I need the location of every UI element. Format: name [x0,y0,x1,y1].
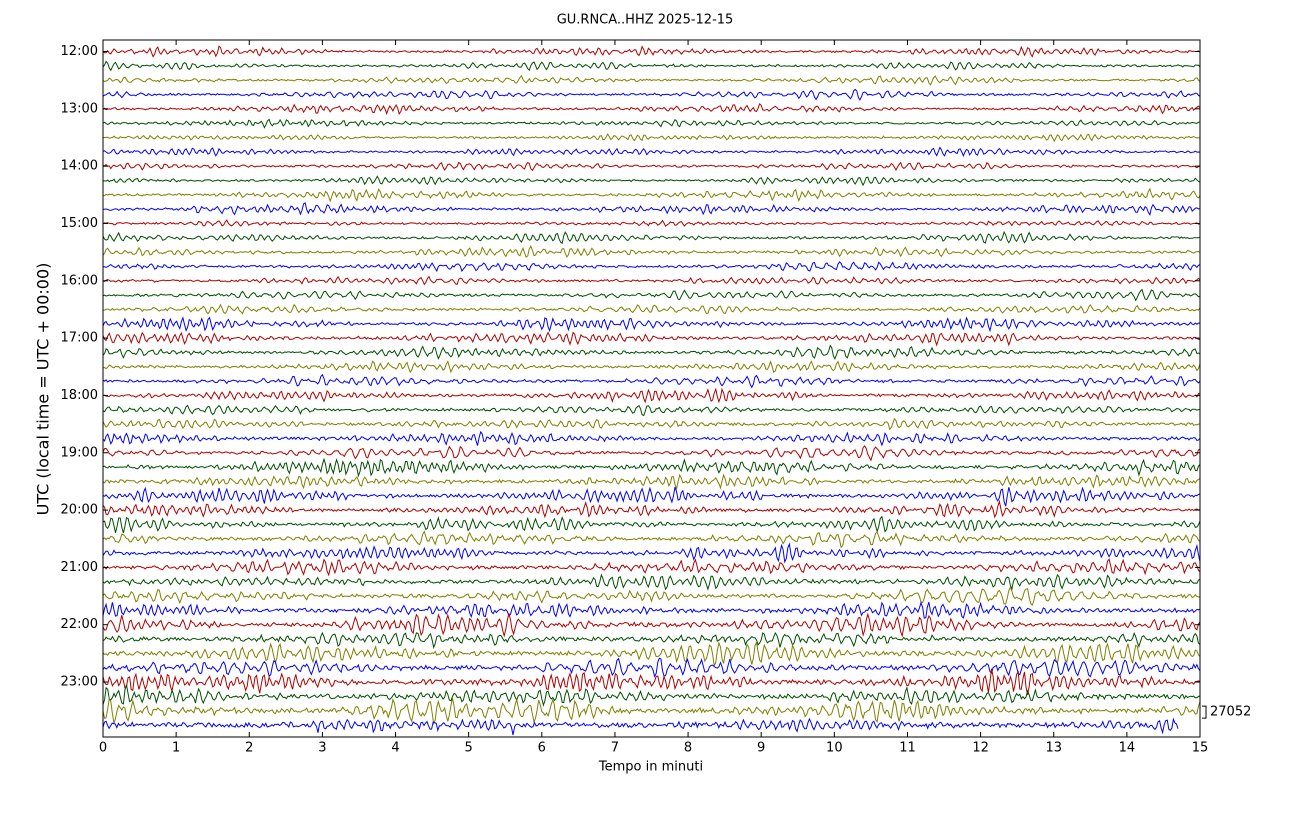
y-tick-label: 14:00 [61,159,98,174]
trace [102,430,1201,447]
trace [102,88,1201,101]
trace [102,45,1201,58]
trace [102,612,1201,638]
x-tick-label: 7 [611,741,619,756]
trace [102,288,1200,302]
y-tick-label: 13:00 [61,101,98,116]
trace [102,573,1201,591]
y-tick-label: 15:00 [61,216,98,231]
y-tick-label: 19:00 [61,445,98,460]
trace [102,530,1201,549]
trace [102,657,1201,678]
trace [102,373,1201,389]
trace [102,187,1201,203]
trace [102,219,1201,228]
x-tick-label: 14 [1119,741,1136,756]
y-tick-label: 17:00 [61,331,98,346]
trace [102,146,1201,158]
trace [102,445,1201,462]
traces [102,45,1201,736]
trace [102,684,1201,707]
trace [102,499,1201,519]
trace [102,245,1201,258]
trace [102,558,1201,577]
chart-title: GU.RNCA..HHZ 2025-12-15 [557,13,734,28]
scale-label: 27052 [1210,705,1251,720]
trace [102,133,1201,143]
x-tick-label: 11 [899,741,916,756]
scale-bar [1202,705,1207,719]
trace [102,668,1201,696]
x-tick-label: 5 [465,741,473,756]
trace [103,387,1201,404]
x-tick-label: 9 [757,741,765,756]
x-tick-label: 8 [684,741,692,756]
trace [102,640,1201,668]
trace [102,404,1201,417]
trace [102,103,1201,116]
plot-frame [102,39,1201,738]
trace [102,261,1201,273]
trace [102,60,1201,72]
trace [102,515,1201,534]
trace [102,275,1201,286]
trace [102,717,1179,736]
trace [102,303,1201,315]
trace [102,118,1201,129]
trace [102,417,1201,431]
x-tick-label: 4 [391,741,399,756]
x-tick-label: 6 [538,741,546,756]
trace [103,202,1201,216]
trace [102,360,1201,374]
trace [102,175,1201,187]
trace [102,457,1201,478]
y-tick-label: 18:00 [61,388,98,403]
y-axis-label: UTC (local time = UTC + 00:00) [34,263,53,516]
x-tick-label: 12 [972,741,989,756]
trace [102,230,1201,245]
trace [102,586,1200,606]
trace [102,696,1201,725]
trace [102,473,1201,491]
x-tick-label: 2 [245,741,253,756]
trace [102,601,1201,619]
x-axis-label: Tempo in minuti [598,760,703,775]
y-tick-label: 22:00 [61,617,98,632]
trace [102,486,1201,507]
y-tick-label: 12:00 [61,44,98,59]
trace [102,631,1201,650]
x-tick-label: 1 [172,741,180,756]
y-tick-label: 21:00 [61,560,98,575]
trace [102,74,1201,86]
trace [102,316,1201,333]
x-tick-label: 0 [99,741,107,756]
trace [102,331,1201,347]
trace [102,161,1201,172]
x-tick-label: 10 [826,741,843,756]
trace [102,542,1201,564]
y-tick-label: 16:00 [61,273,98,288]
x-tick-label: 15 [1192,741,1209,756]
x-tick-label: 3 [318,741,326,756]
y-tick-label: 20:00 [61,503,98,518]
x-tick-label: 13 [1045,741,1062,756]
y-tick-label: 23:00 [61,675,98,690]
trace [102,344,1201,361]
